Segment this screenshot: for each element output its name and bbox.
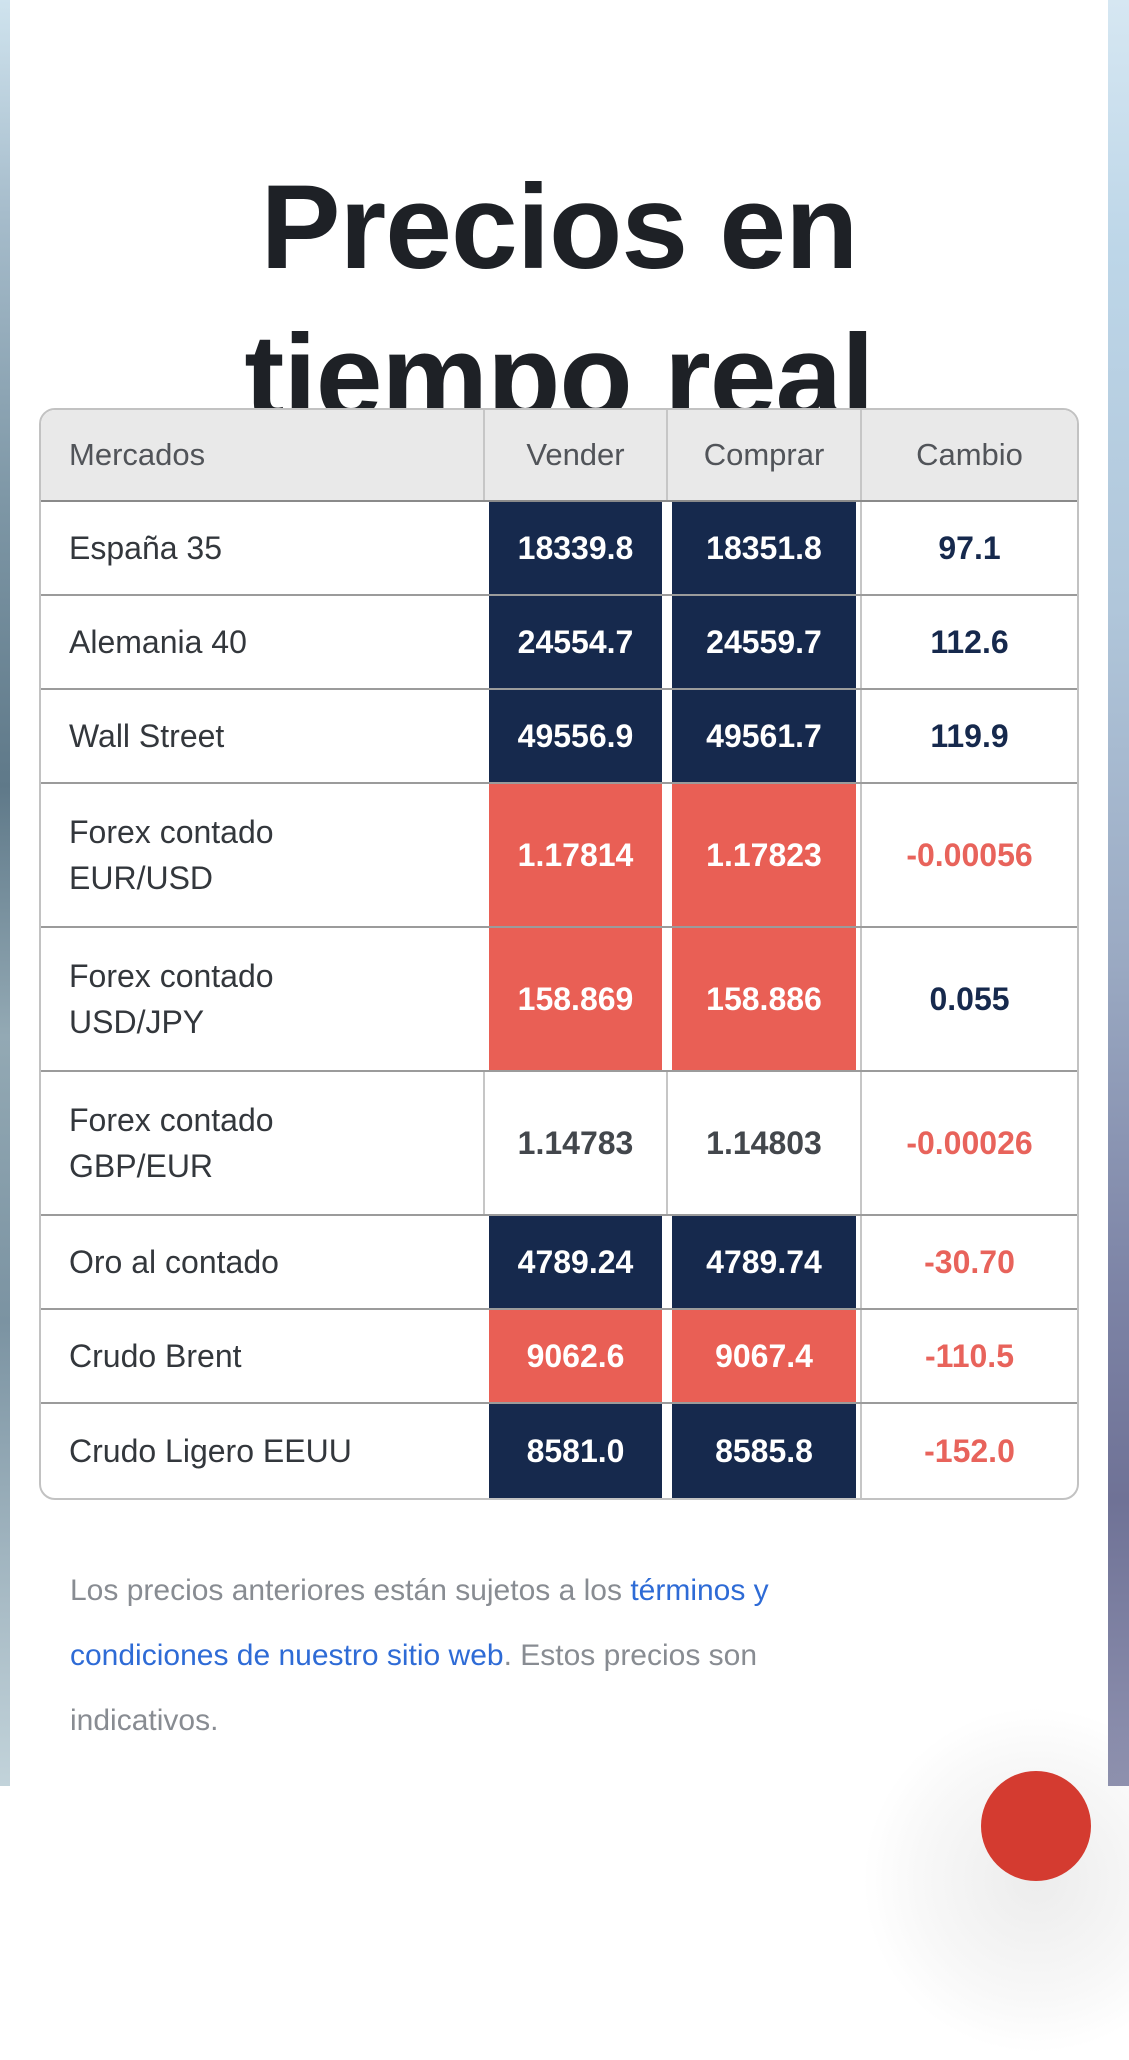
market-name: Forex contado GBP/EUR — [69, 1102, 274, 1184]
table-row-forex-usd-jpy: Forex contado USD/JPY 158.869 158.886 0.0… — [41, 928, 1077, 1072]
change-value: -0.00026 — [860, 1072, 1077, 1214]
change-value: 119.9 — [860, 690, 1077, 782]
disclaimer-after: . Estos precios son indicativos. — [70, 1639, 758, 1737]
background-edge-right — [1108, 0, 1129, 1786]
market-name: Wall Street — [69, 718, 225, 754]
sell-price: 9062.6 — [483, 1310, 666, 1402]
chat-button-halo — [856, 1700, 1129, 2060]
buy-price: 1.14803 — [666, 1072, 860, 1214]
table-row-crudo-brent: Crudo Brent 9062.6 9067.4 -110.5 — [41, 1310, 1077, 1404]
table-row-wall-street: Wall Street 49556.9 49561.7 119.9 — [41, 690, 1077, 784]
table-row-oro-al-contado: Oro al contado 4789.24 4789.74 -30.70 — [41, 1216, 1077, 1310]
sell-price: 49556.9 — [483, 690, 666, 782]
column-header-vender: Vender — [483, 410, 666, 500]
column-header-cambio: Cambio — [860, 410, 1077, 500]
sell-price: 1.14783 — [483, 1072, 666, 1214]
sell-price: 8581.0 — [483, 1404, 666, 1498]
change-value: 97.1 — [860, 502, 1077, 594]
background-edge-left — [0, 0, 10, 1786]
page-title-line1: Precios en — [260, 160, 859, 295]
terms-and-conditions-link[interactable]: términos y condiciones de nuestro sitio … — [70, 1574, 769, 1672]
market-name: Crudo Brent — [69, 1338, 242, 1374]
page-title: Precios en tiempo real — [10, 152, 1108, 452]
disclaimer-text: Los precios anteriores están sujetos a l… — [70, 1558, 870, 1753]
market-name: Alemania 40 — [69, 624, 247, 660]
market-name: Forex contado USD/JPY — [69, 958, 274, 1040]
buy-price: 158.886 — [666, 928, 860, 1070]
change-value: -110.5 — [860, 1310, 1077, 1402]
market-name: Crudo Ligero EEUU — [69, 1433, 352, 1469]
sell-price: 1.17814 — [483, 784, 666, 926]
buy-price: 9067.4 — [666, 1310, 860, 1402]
column-header-comprar: Comprar — [666, 410, 860, 500]
market-name: Oro al contado — [69, 1244, 279, 1280]
sell-price: 4789.24 — [483, 1216, 666, 1308]
buy-price: 1.17823 — [666, 784, 860, 926]
buy-price: 4789.74 — [666, 1216, 860, 1308]
change-value: -0.00056 — [860, 784, 1077, 926]
table-header-row: Mercados Vender Comprar Cambio — [41, 410, 1077, 502]
table-row-forex-gbp-eur: Forex contado GBP/EUR 1.14783 1.14803 -0.… — [41, 1072, 1077, 1216]
buy-price: 8585.8 — [666, 1404, 860, 1498]
sell-price: 158.869 — [483, 928, 666, 1070]
sell-price: 18339.8 — [483, 502, 666, 594]
table-row-forex-eur-usd: Forex contado EUR/USD 1.17814 1.17823 -0.… — [41, 784, 1077, 928]
market-name: España 35 — [69, 530, 223, 566]
table-row-espana-35: España 35 18339.8 18351.8 97.1 — [41, 502, 1077, 596]
sell-price: 24554.7 — [483, 596, 666, 688]
buy-price: 49561.7 — [666, 690, 860, 782]
change-value: -152.0 — [860, 1404, 1077, 1498]
prices-table: Mercados Vender Comprar Cambio España 35… — [39, 408, 1079, 1500]
change-value: 112.6 — [860, 596, 1077, 688]
table-row-crudo-ligero-eeuu: Crudo Ligero EEUU 8581.0 8585.8 -152.0 — [41, 1404, 1077, 1498]
buy-price: 24559.7 — [666, 596, 860, 688]
buy-price: 18351.8 — [666, 502, 860, 594]
disclaimer-before: Los precios anteriores están sujetos a l… — [70, 1574, 631, 1607]
change-value: 0.055 — [860, 928, 1077, 1070]
table-row-alemania-40: Alemania 40 24554.7 24559.7 112.6 — [41, 596, 1077, 690]
market-name: Forex contado EUR/USD — [69, 814, 274, 896]
chat-button[interactable] — [981, 1771, 1091, 1881]
column-header-mercados: Mercados — [69, 437, 206, 472]
change-value: -30.70 — [860, 1216, 1077, 1308]
